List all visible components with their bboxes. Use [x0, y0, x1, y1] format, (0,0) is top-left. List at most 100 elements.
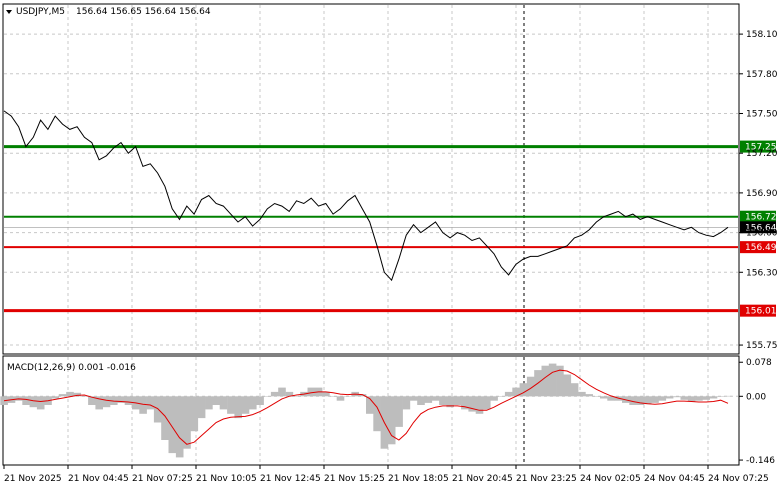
macd-hist-bar — [234, 396, 242, 419]
macd-hist-bar — [643, 396, 652, 405]
macd-hist-bar — [88, 396, 96, 405]
macd-hist-bar — [387, 396, 396, 445]
macd-hist-bar — [431, 396, 440, 401]
macd-hist-bar — [424, 396, 433, 403]
macd-hist-bar — [212, 396, 220, 405]
macd-hist-bar — [336, 396, 345, 401]
macd-y-tick-label: 0.00 — [746, 392, 766, 402]
y-tick-label: 157.20 — [746, 149, 778, 159]
macd-hist-bar — [278, 387, 286, 397]
macd-hist-bar — [219, 396, 228, 410]
macd-signal-layer — [3, 369, 729, 445]
macd-hist-bar — [695, 396, 703, 401]
macd-hist-bar — [205, 396, 213, 410]
macd-title: MACD(12,26,9) 0.001 -0.016 — [7, 363, 136, 373]
ohlc-readout: 156.64 156.65 156.64 156.64 — [76, 7, 211, 17]
macd-hist-bar — [249, 396, 257, 410]
macd-hist-bar — [600, 396, 608, 399]
macd-hist-bar — [263, 396, 272, 397]
macd-hist-bar — [629, 396, 637, 405]
y-tick-label: 157.80 — [746, 70, 778, 80]
macd-hist-bar — [73, 392, 82, 397]
macd-hist-bar — [717, 396, 725, 397]
macd-hist-bar — [475, 396, 484, 414]
macd-hist-bar — [102, 396, 111, 408]
macd-y-tick-label: 0.078 — [746, 358, 772, 368]
macd-hist-bar — [256, 396, 264, 405]
macd-hist-bar — [36, 396, 45, 410]
symbol-label: USDJPY,M5 — [16, 7, 65, 17]
macd-hist-bar — [373, 396, 381, 432]
macd-hist-bar — [139, 396, 147, 414]
level-tag — [740, 210, 776, 223]
macd-hist-bar — [504, 391, 513, 397]
y-tick-label: 156.90 — [746, 189, 778, 199]
macd-hist-bar — [190, 396, 199, 432]
macd-hist-bar — [526, 376, 535, 397]
macd-hist-bar — [417, 396, 425, 405]
x-tick-label: 21 Nov 10:05 — [196, 474, 257, 484]
y-tick-label: 155.75 — [746, 341, 778, 351]
triangle-down-icon[interactable] — [6, 10, 12, 14]
macd-hist-bar — [439, 396, 447, 405]
x-tick-label: 21 Nov 04:45 — [68, 474, 129, 484]
macd-hist-bar — [651, 396, 659, 403]
macd-hist-bar — [197, 396, 206, 419]
macd-hist-bar — [673, 396, 681, 398]
axis-labels: 21 Nov 2025 21 Nov 04:45 21 Nov 07:25 21 No… — [3, 30, 778, 484]
macd-hist-bar — [344, 396, 352, 397]
macd-hist-bar — [168, 396, 177, 454]
macd-hist-bar — [724, 395, 732, 397]
macd-hist-bar — [322, 391, 330, 397]
x-tick-label: 24 Nov 04:45 — [644, 474, 705, 484]
macd-histogram — [0, 363, 732, 458]
macd-hist-bar — [227, 396, 235, 414]
macd-hist-bar — [124, 396, 133, 405]
macd-hist-bar — [497, 396, 506, 397]
x-tick-label: 24 Nov 07:25 — [708, 474, 769, 484]
macd-hist-bar — [453, 396, 462, 405]
macd-signal-line — [3, 369, 729, 445]
macd-hist-bar — [329, 396, 337, 397]
macd-hist-bar — [636, 396, 645, 405]
level-tag — [740, 304, 776, 317]
price-line-layer — [3, 110, 729, 282]
macd-hist-bar — [270, 391, 279, 397]
macd-hist-bar — [395, 396, 403, 427]
x-tick-label: 21 Nov 12:45 — [260, 474, 321, 484]
macd-hist-bar — [307, 387, 316, 397]
macd-hist-bar — [95, 396, 103, 410]
price-line — [3, 110, 729, 282]
macd-hist-bar — [117, 396, 125, 403]
y-tick-label: 156.30 — [746, 268, 778, 278]
macd-hist-bar — [483, 396, 491, 410]
y-tick-label: 157.50 — [746, 110, 778, 120]
macd-hist-bar — [51, 396, 60, 399]
macd-hist-bar — [563, 374, 572, 397]
macd-hist-bar — [578, 391, 586, 397]
x-tick-label: 21 Nov 18:05 — [388, 474, 449, 484]
macd-hist-bar — [409, 396, 418, 401]
price-panel-frame — [2, 3, 740, 355]
y-tick-label: 158.10 — [746, 30, 778, 40]
macd-hist-bar — [490, 396, 498, 401]
macd-hist-bar — [446, 396, 454, 408]
macd-hist-bar — [687, 396, 696, 402]
macd-hist-bar — [183, 396, 191, 449]
level-tag-label: 157.25 — [745, 143, 777, 153]
macd-hist-bar — [29, 396, 38, 408]
x-tick-label: 21 Nov 20:45 — [452, 474, 513, 484]
horizontal-levels: 157.25 156.72 156.49 156.01 156.64 — [4, 140, 777, 317]
macd-hist-bar — [519, 383, 528, 397]
macd-hist-bar — [285, 391, 294, 397]
macd-hist-bar — [468, 396, 476, 412]
macd-hist-bar — [461, 396, 469, 410]
x-tick-label: 21 Nov 2025 — [4, 474, 62, 484]
y-tick-label: 156.60 — [746, 229, 778, 239]
macd-hist-bar — [402, 396, 411, 410]
macd-hist-bar — [292, 396, 301, 397]
macd-hist-bar — [512, 387, 520, 397]
macd-hist-bar — [548, 363, 557, 397]
macd-y-tick-label: -0.146 — [746, 456, 775, 466]
